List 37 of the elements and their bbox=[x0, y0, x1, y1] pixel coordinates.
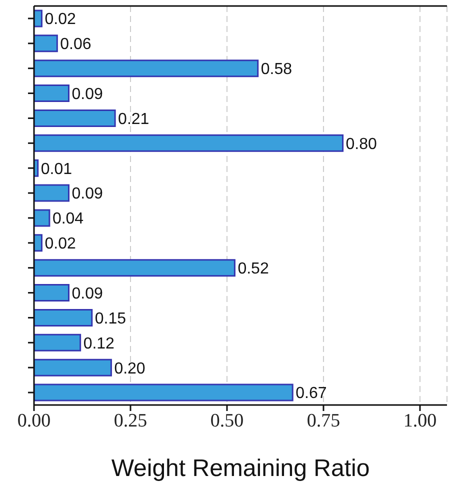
data-label: 0.15 bbox=[94, 310, 126, 328]
x-axis-title: Weight Remaining Ratio bbox=[111, 455, 370, 482]
bar bbox=[34, 84, 70, 102]
data-label: 0.06 bbox=[60, 36, 92, 54]
bar bbox=[34, 10, 42, 28]
data-label: 0.20 bbox=[114, 360, 146, 378]
data-label: 0.52 bbox=[238, 260, 269, 278]
bar bbox=[34, 259, 236, 277]
data-label: 0.58 bbox=[260, 61, 292, 78]
x-tick-label: 0.00 bbox=[17, 410, 51, 432]
x-tick-label: 0.25 bbox=[114, 410, 148, 432]
data-label: 0.67 bbox=[296, 385, 327, 402]
data-label: 0.09 bbox=[72, 285, 103, 302]
bar bbox=[34, 334, 82, 352]
bar bbox=[34, 109, 116, 127]
bar bbox=[34, 234, 42, 252]
x-tick-label: 1.00 bbox=[403, 410, 437, 432]
data-label: 0.09 bbox=[72, 186, 103, 203]
bar bbox=[34, 134, 344, 152]
data-label: 0.01 bbox=[40, 160, 72, 178]
data-label: 0.21 bbox=[118, 110, 150, 128]
data-label: 0.04 bbox=[52, 210, 84, 228]
data-label: 0.12 bbox=[83, 335, 115, 352]
bar bbox=[34, 184, 70, 202]
data-label: 0.02 bbox=[44, 11, 76, 28]
data-label: 0.09 bbox=[72, 86, 103, 103]
bar bbox=[34, 358, 112, 376]
data-label: 0.02 bbox=[44, 236, 76, 253]
bar bbox=[34, 60, 259, 78]
bar bbox=[34, 308, 93, 326]
bar bbox=[34, 284, 70, 302]
data-label: 0.80 bbox=[346, 136, 378, 153]
bar bbox=[34, 209, 50, 227]
bar bbox=[34, 384, 294, 402]
x-tick-label: 0.75 bbox=[306, 410, 340, 432]
bar bbox=[34, 34, 58, 52]
x-tick-label: 0.50 bbox=[210, 410, 244, 432]
